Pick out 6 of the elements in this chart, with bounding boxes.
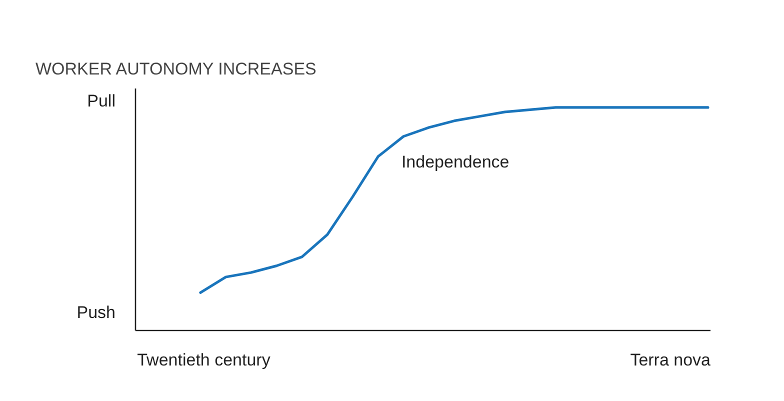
text: Pull [87,91,116,110]
text: Terra nova [630,350,712,370]
series-label: Independence [401,152,510,172]
text: Push [76,303,116,322]
chart-title: WORKER AUTONOMY INCREASES [36,60,316,78]
text: Twentieth century [137,350,271,370]
